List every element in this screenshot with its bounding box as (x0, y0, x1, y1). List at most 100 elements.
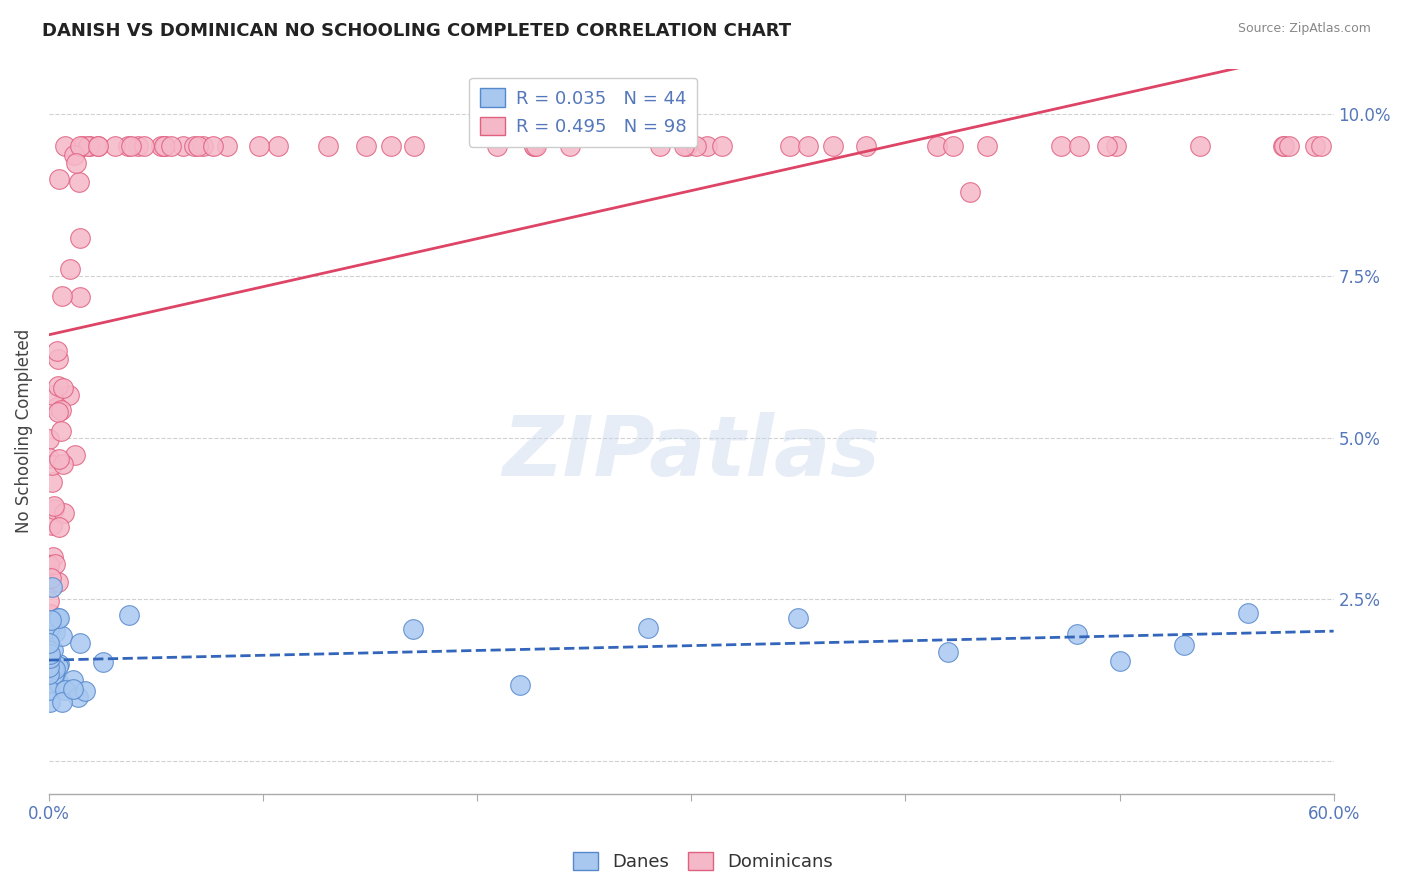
Point (672, 139, 695, 153)
Point (676, 139, 699, 153)
Point (49, 678, 72, 692)
Point (648, 139, 671, 153)
Legend: R = 0.035   N = 44, R = 0.495   N = 98: R = 0.035 N = 44, R = 0.495 N = 98 (470, 78, 697, 147)
Point (46, 574, 69, 589)
Point (942, 139, 965, 153)
Text: ZIPatlas: ZIPatlas (502, 412, 880, 493)
Point (796, 139, 818, 153)
Point (67, 175, 90, 189)
Point (404, 139, 426, 153)
Point (183, 139, 205, 153)
Point (44, 624, 66, 639)
Point (38, 660, 60, 674)
Point (53, 506, 76, 520)
Point (38, 626, 60, 640)
Legend: Danes, Dominicans: Danes, Dominicans (565, 845, 841, 879)
Point (46, 659, 69, 673)
Point (65, 156, 87, 170)
Point (38, 432, 60, 446)
Point (52, 381, 75, 395)
Point (62, 673, 84, 687)
Point (1173, 638, 1195, 652)
Point (1309, 139, 1331, 153)
Point (153, 139, 176, 153)
Point (710, 139, 733, 153)
Point (509, 678, 531, 692)
Point (48, 405, 70, 419)
Point (266, 139, 288, 153)
Point (821, 139, 844, 153)
Point (927, 139, 949, 153)
Point (69, 139, 91, 153)
Point (41, 458, 63, 473)
Point (48, 520, 70, 534)
Point (38, 683, 60, 698)
Point (779, 139, 801, 153)
Point (39, 571, 62, 585)
Point (42, 502, 65, 516)
Point (49, 424, 72, 438)
Point (39, 647, 62, 661)
Point (39, 695, 62, 709)
Point (104, 139, 127, 153)
Point (69, 290, 91, 304)
Point (354, 139, 377, 153)
Point (1108, 654, 1130, 668)
Point (46, 351, 69, 366)
Point (1095, 139, 1118, 153)
Point (1066, 627, 1088, 641)
Point (1069, 139, 1091, 153)
Point (38, 650, 60, 665)
Point (63, 147, 86, 161)
Point (159, 139, 181, 153)
Point (62, 681, 84, 696)
Point (67, 690, 90, 704)
Point (38, 636, 60, 650)
Point (558, 139, 581, 153)
Point (44, 662, 66, 676)
Point (637, 621, 659, 635)
Point (38, 558, 60, 573)
Point (247, 139, 270, 153)
Text: DANISH VS DOMINICAN NO SCHOOLING COMPLETED CORRELATION CHART: DANISH VS DOMINICAN NO SCHOOLING COMPLET… (42, 22, 792, 40)
Point (41, 517, 63, 532)
Point (48, 611, 70, 625)
Point (42, 550, 65, 565)
Point (53, 139, 76, 153)
Point (44, 557, 66, 571)
Point (402, 622, 425, 636)
Point (959, 185, 981, 199)
Point (936, 645, 959, 659)
Point (91, 656, 114, 670)
Point (523, 139, 546, 153)
Text: Source: ZipAtlas.com: Source: ZipAtlas.com (1237, 22, 1371, 36)
Point (49, 402, 72, 417)
Point (1305, 139, 1327, 153)
Point (63, 448, 86, 462)
Point (41, 613, 63, 627)
Point (38, 667, 60, 681)
Point (42, 643, 65, 657)
Point (696, 139, 718, 153)
Point (38, 621, 60, 635)
Point (38, 594, 60, 608)
Point (58, 388, 80, 402)
Point (46, 675, 69, 690)
Point (1272, 139, 1295, 153)
Point (39, 607, 62, 621)
Point (132, 139, 155, 153)
Point (1272, 139, 1295, 153)
Point (39, 674, 62, 689)
Point (118, 607, 141, 622)
Y-axis label: No Schooling Completed: No Schooling Completed (15, 329, 32, 533)
Point (59, 262, 82, 277)
Point (202, 139, 225, 153)
Point (38, 607, 60, 622)
Point (150, 139, 173, 153)
Point (1188, 139, 1211, 153)
Point (42, 388, 65, 402)
Point (38, 450, 60, 465)
Point (42, 666, 65, 681)
Point (1278, 139, 1301, 153)
Point (217, 139, 239, 153)
